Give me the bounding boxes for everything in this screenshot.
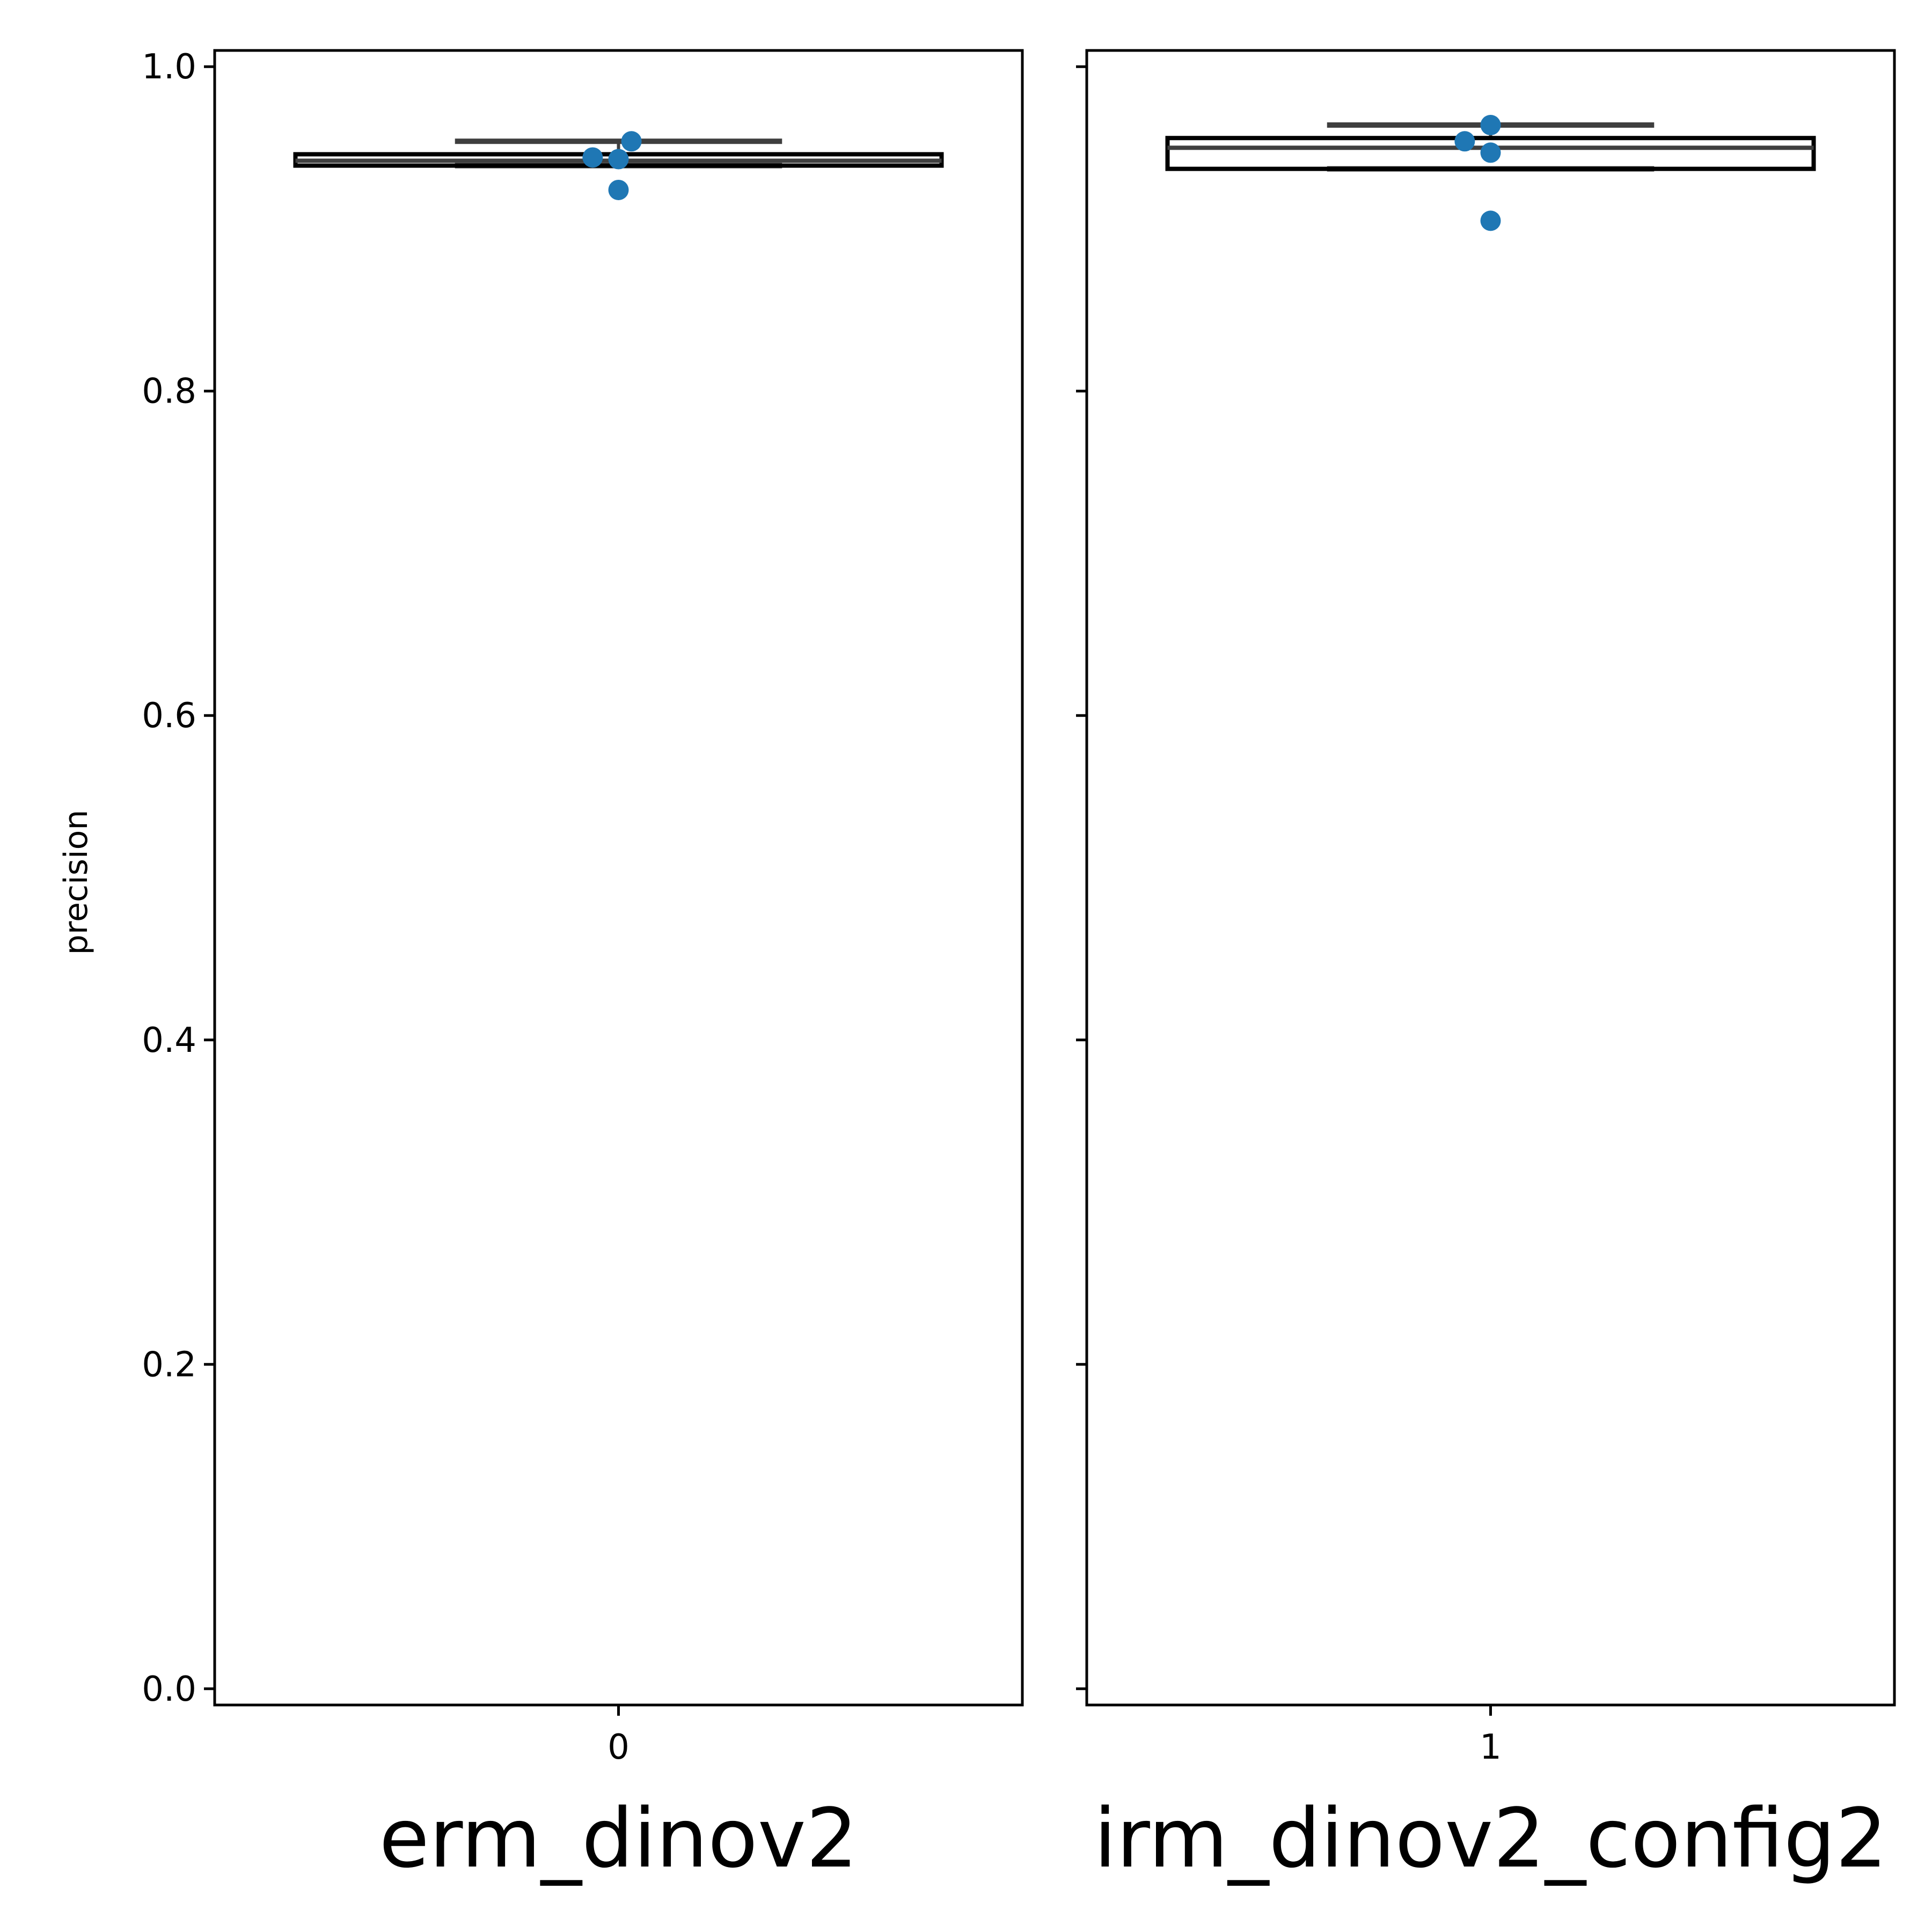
y-tick-label: 0.8 <box>142 372 196 412</box>
y-axis-label: precision <box>57 810 95 955</box>
y-tick-label: 0.4 <box>142 1021 196 1060</box>
panel-label: irm_dinov2_config2 <box>1094 1791 1887 1886</box>
panels: 0.0 0.2 0.4 0.6 0.8 1.0 0 erm_dinov2 1 irm_dinov2… <box>142 47 1896 1886</box>
y-tick-label: 0.2 <box>142 1345 196 1385</box>
panel-label: erm_dinov2 <box>379 1791 858 1886</box>
x-tick-label: 0 <box>608 1728 630 1767</box>
data-point <box>1480 115 1501 136</box>
data-point <box>1454 131 1475 152</box>
x-tick-label: 1 <box>1480 1728 1502 1767</box>
data-point <box>608 179 629 200</box>
y-tick-label: 0.6 <box>142 696 196 736</box>
data-point <box>621 131 642 152</box>
data-point <box>1480 210 1501 231</box>
data-point <box>582 147 603 168</box>
panel-irm_dinov2_config2: 1 irm_dinov2_config2 <box>1076 49 1896 1886</box>
box <box>1165 136 1816 171</box>
data-point <box>1480 142 1501 163</box>
data-point <box>608 149 629 170</box>
y-tick-label: 0.0 <box>142 1670 196 1709</box>
panel-erm_dinov2: 0.0 0.2 0.4 0.6 0.8 1.0 0 erm_dinov2 <box>142 47 1024 1886</box>
y-tick-label: 1.0 <box>142 47 196 87</box>
